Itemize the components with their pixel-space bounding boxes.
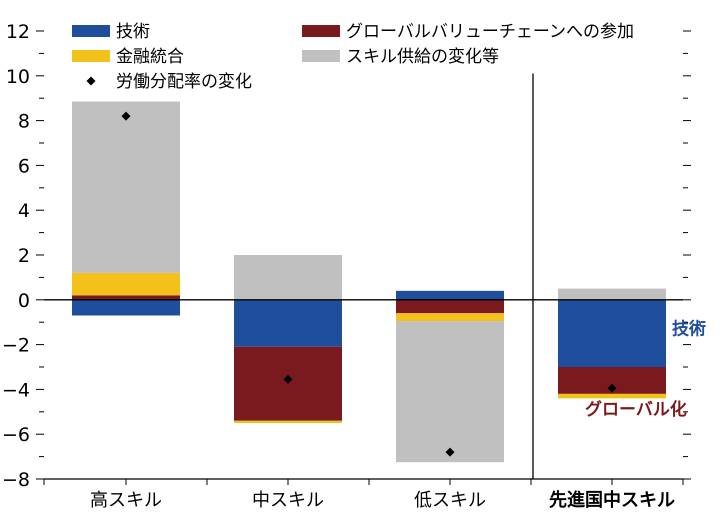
- legend-swatch-1: [72, 25, 110, 37]
- legend-swatch-2: [302, 25, 340, 37]
- legend-label-4: スキル供給の変化等: [346, 47, 499, 67]
- y-tick-label: 8: [18, 111, 30, 133]
- bar-segment-1-cat-3: [396, 290, 504, 300]
- bar-segment-1-cat-4: [558, 299, 666, 367]
- bar-segment-2-cat-3: [396, 299, 504, 314]
- bar-segment-2-cat-1: [72, 295, 180, 300]
- y-tick-label: 4: [18, 200, 30, 222]
- bar-segment-3-cat-4: [558, 393, 666, 399]
- bar-segment-4-cat-1: [72, 101, 180, 273]
- axes-layer: −8 −6 −4 −2 0 2 4 6 8 10 12: [2, 21, 691, 491]
- legend-label-1: 技術: [116, 22, 150, 42]
- y-tick-label: −6: [2, 424, 30, 446]
- legend-swatch-5: [86, 76, 96, 86]
- category-label-1: 高スキル: [90, 490, 162, 511]
- category-labels: 高スキル 中スキル 低スキル 先進国中スキル: [90, 489, 675, 511]
- marker-point-3: [445, 447, 455, 457]
- bar-segment-4-cat-4: [558, 288, 666, 300]
- bar-segment-3-cat-3: [396, 313, 504, 322]
- bars-layer: [72, 101, 666, 463]
- category-label-4: 先進国中スキル: [549, 489, 675, 511]
- bar-segment-1-cat-2: [234, 299, 342, 347]
- bar-segment-1-cat-1: [72, 299, 180, 316]
- category-label-2: 中スキル: [252, 490, 324, 511]
- annotation-technology: 技術: [672, 319, 706, 340]
- legend-swatch-3: [72, 50, 110, 62]
- bar-segment-4-cat-3: [396, 321, 504, 463]
- y-tick-label: −4: [2, 379, 30, 401]
- legend-label-3: 金融統合: [116, 47, 184, 67]
- bar-segment-4-cat-2: [234, 255, 342, 300]
- markers-layer: [121, 111, 617, 457]
- marker-point-2: [283, 374, 293, 384]
- legend-swatch-4: [302, 50, 340, 62]
- marker-point-1: [121, 111, 131, 121]
- legend-label-5: 労働分配率の変化: [116, 72, 252, 92]
- y-tick-label: −8: [2, 469, 30, 491]
- y-tick-label: −2: [2, 335, 30, 357]
- bar-segment-3-cat-1: [72, 272, 180, 296]
- y-tick-label: 10: [6, 66, 30, 88]
- bar-segment-3-cat-2: [234, 420, 342, 423]
- y-tick-label: 6: [18, 155, 30, 177]
- y-tick-label: 0: [18, 290, 30, 312]
- category-label-3: 低スキル: [414, 490, 486, 511]
- y-tick-label: 12: [6, 21, 30, 43]
- y-tick-label: 2: [18, 245, 30, 267]
- legend-label-2: グローバルバリューチェーンへの参加: [346, 22, 634, 42]
- marker-point-4: [607, 383, 617, 393]
- annotation-globalization: グローバル化: [585, 399, 687, 420]
